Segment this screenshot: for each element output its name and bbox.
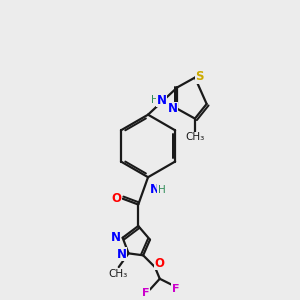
Text: N: N	[111, 231, 121, 244]
Text: N: N	[167, 102, 178, 115]
Text: N: N	[150, 183, 160, 196]
Text: N: N	[157, 94, 167, 106]
Text: F: F	[172, 284, 179, 293]
Text: H: H	[158, 185, 166, 195]
Text: S: S	[196, 70, 204, 83]
Text: F: F	[142, 288, 150, 298]
Text: CH₃: CH₃	[185, 132, 205, 142]
Text: N: N	[117, 248, 127, 261]
Text: H: H	[151, 95, 159, 105]
Text: O: O	[155, 256, 165, 270]
Text: O: O	[112, 192, 122, 205]
Text: CH₃: CH₃	[108, 269, 128, 279]
